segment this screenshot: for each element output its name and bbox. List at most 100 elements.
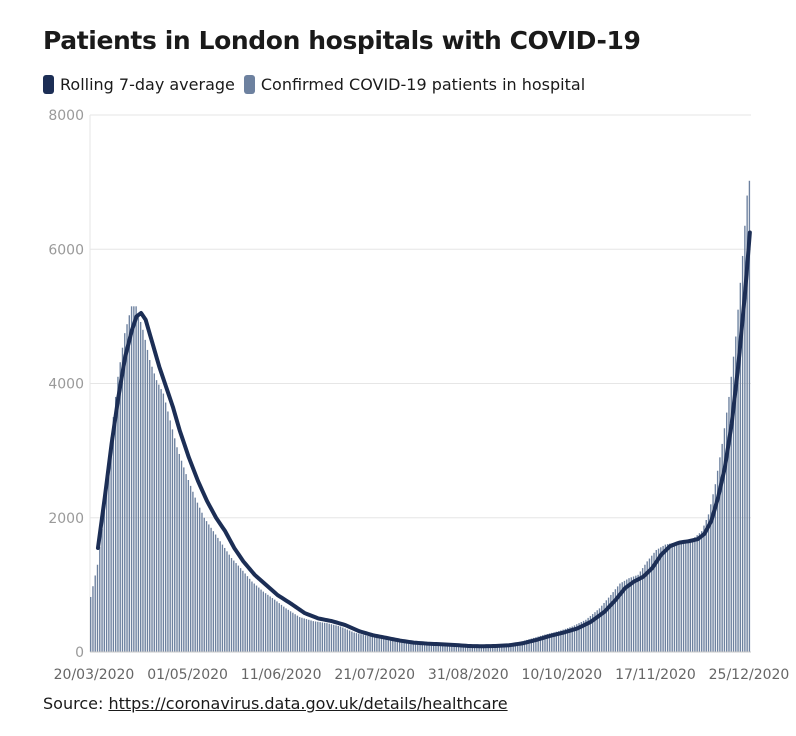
source-link[interactable]: https://coronavirus.data.gov.uk/details/… (108, 694, 508, 713)
bar (373, 637, 376, 652)
bar (687, 540, 689, 652)
bar (521, 641, 523, 652)
bar (208, 524, 210, 652)
bar (696, 535, 698, 652)
bar (519, 641, 521, 652)
bar (280, 604, 283, 652)
bar (192, 491, 194, 652)
bar (380, 638, 383, 652)
bar (353, 632, 355, 652)
bar (676, 542, 678, 652)
bar (512, 643, 514, 652)
bar (124, 333, 126, 652)
bar (430, 644, 433, 652)
bar (567, 628, 569, 652)
bar (614, 589, 617, 652)
bar (732, 356, 735, 652)
bar (657, 548, 660, 652)
bar (748, 180, 751, 652)
bar (199, 507, 201, 652)
bar (603, 603, 605, 652)
bar (126, 324, 128, 652)
bar (496, 645, 498, 652)
bar (607, 597, 610, 652)
bar (582, 620, 585, 652)
bar (455, 645, 458, 652)
bar (176, 447, 178, 652)
bar (530, 638, 533, 652)
bar (592, 614, 594, 652)
bar (305, 619, 308, 652)
bar (212, 531, 215, 652)
bar (162, 393, 165, 652)
bar (639, 571, 642, 652)
bar (230, 558, 233, 652)
bar (348, 630, 351, 652)
x-tick-label: 11/06/2020 (241, 667, 322, 683)
bar (369, 636, 371, 652)
bar (298, 617, 301, 652)
bar (492, 645, 494, 652)
bar (403, 642, 405, 652)
legend: Rolling 7-day average Confirmed COVID-19… (43, 75, 594, 94)
bar (587, 617, 589, 652)
bar (703, 525, 705, 652)
bar (612, 592, 614, 652)
bar (187, 479, 190, 652)
bar (164, 402, 167, 652)
y-tick-label: 4000 (48, 377, 84, 393)
rolling-average-line (95, 230, 752, 649)
bar (180, 460, 183, 652)
bar (260, 589, 262, 652)
bar (314, 621, 317, 652)
bar (289, 611, 292, 652)
bar (283, 606, 285, 652)
bar (635, 575, 637, 652)
bar (460, 645, 462, 652)
bar (628, 578, 630, 652)
bar (119, 362, 121, 652)
bar (117, 376, 119, 652)
bar (673, 542, 676, 652)
bar (444, 645, 446, 652)
bar (267, 594, 269, 652)
bar (476, 646, 478, 652)
bar (421, 643, 424, 652)
bar (641, 568, 644, 652)
bar (383, 639, 385, 652)
bar (364, 635, 367, 652)
bar (196, 502, 199, 652)
bar (262, 591, 264, 652)
bar (526, 639, 528, 652)
bar (317, 621, 319, 652)
bar (201, 512, 203, 652)
bar (464, 646, 467, 652)
bar (408, 642, 410, 652)
bar (601, 605, 603, 652)
bar (448, 645, 451, 652)
bar (149, 360, 151, 652)
bar (205, 521, 208, 652)
bar (428, 644, 430, 652)
bar (510, 643, 512, 652)
bar (660, 547, 662, 652)
bar (623, 580, 626, 652)
bar (308, 619, 310, 652)
bar (246, 576, 249, 652)
bar (680, 541, 682, 652)
bar (439, 644, 442, 652)
bar (664, 544, 667, 652)
bar (264, 593, 267, 652)
bar (546, 633, 548, 652)
bar (137, 314, 140, 652)
bar (626, 579, 628, 652)
bar (528, 639, 530, 652)
bar (451, 645, 453, 652)
bar (585, 619, 587, 652)
legend-label-patients: Confirmed COVID-19 patients in hospital (260, 75, 586, 94)
bar (435, 644, 437, 652)
bar (671, 543, 673, 652)
bar (544, 634, 546, 652)
bar (253, 583, 255, 652)
bar (244, 573, 246, 652)
